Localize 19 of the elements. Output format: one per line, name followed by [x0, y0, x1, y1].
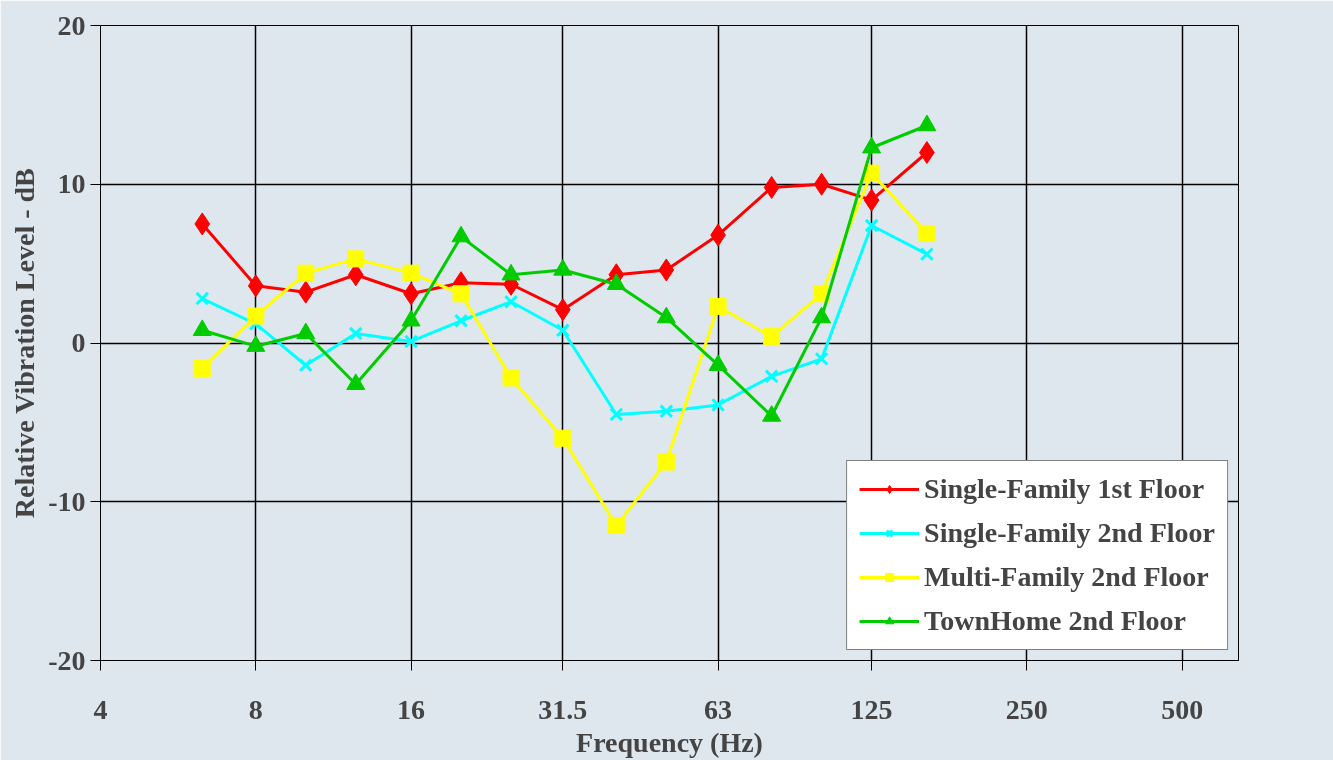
x-tick-label: 8: [248, 693, 263, 725]
y-tick-label: 0: [71, 327, 86, 358]
legend-label: Single-Family 1st Floor: [924, 473, 1205, 505]
legend-label: TownHome 2nd Floor: [924, 605, 1186, 637]
y-tick-label: 20: [57, 9, 86, 41]
x-tick-label: 4: [93, 693, 108, 725]
x-tick-label: 16: [397, 693, 426, 725]
x-axis-title: Frequency (Hz): [576, 726, 763, 758]
y-tick-label: -10: [48, 485, 86, 517]
legend-label: Multi-Family 2nd Floor: [924, 561, 1209, 593]
y-axis-title: Relative Vibration Level - dB: [9, 168, 41, 519]
y-tick-label: -20: [48, 644, 86, 676]
y-tick-label: 10: [57, 168, 86, 200]
x-tick-label: 500: [1161, 693, 1204, 725]
x-tick-label: 250: [1005, 693, 1048, 725]
legend-label: Single-Family 2nd Floor: [924, 517, 1215, 549]
x-tick-label: 125: [850, 693, 893, 725]
x-tick-label: 31.5: [538, 693, 588, 725]
x-tick-label: 63: [704, 693, 733, 725]
